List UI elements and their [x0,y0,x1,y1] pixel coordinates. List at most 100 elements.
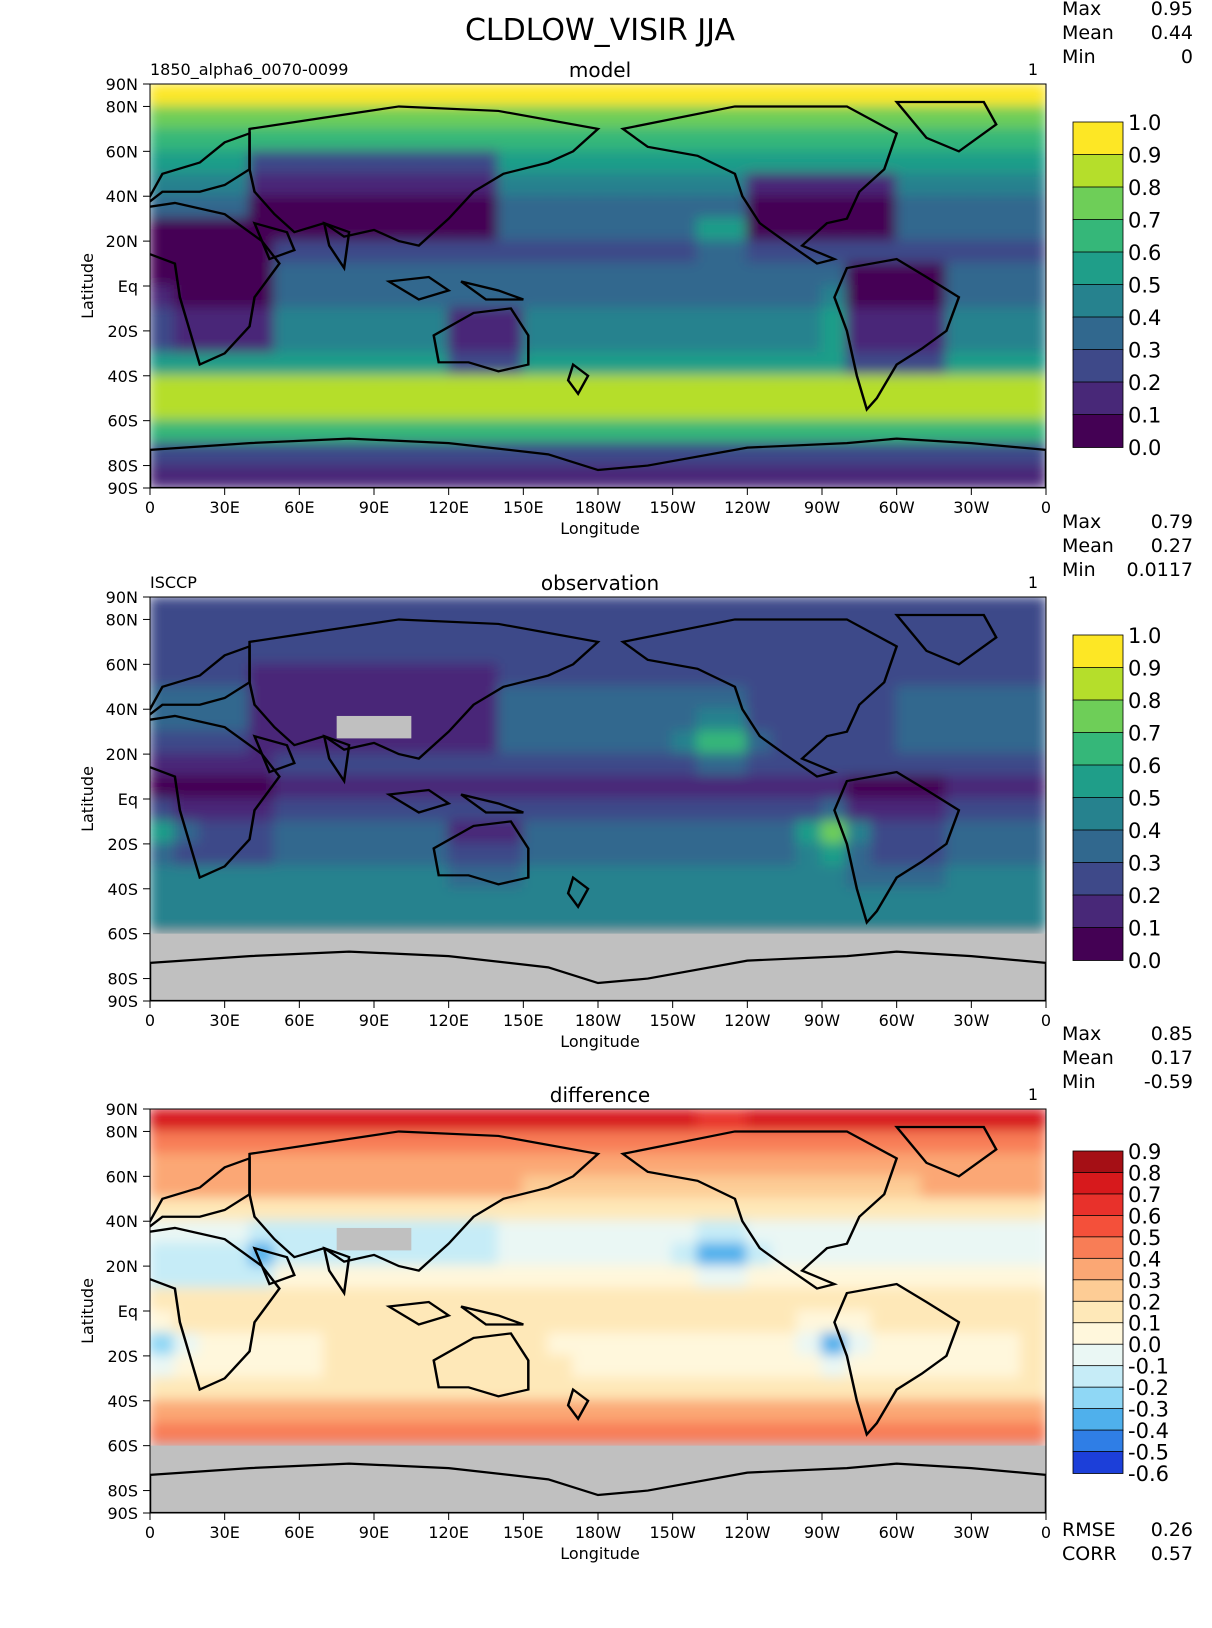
field-cell [298,887,326,913]
y-tick-label: 60N [106,142,138,161]
field-cell [895,1220,923,1245]
field-cell [348,1422,375,1447]
field-cell [397,1152,425,1178]
field-cell [1020,618,1046,643]
field-cell [150,842,176,868]
field-cell [920,1399,948,1425]
field-cell [547,1175,575,1200]
colorbar-tick-label: 0.4 [1128,1247,1161,1271]
field-cell [323,1332,351,1357]
field-cell [995,397,1023,422]
field-cell [150,262,176,287]
field-cell [821,1130,848,1155]
field-cell [920,352,948,377]
field-cell [373,127,400,153]
field-cell [298,127,326,153]
colorbar-tick-label: -0.1 [1128,1355,1169,1379]
field-cell [771,397,799,422]
field-cell [547,685,575,711]
field-cell [671,172,699,198]
field-cell [248,597,276,621]
field-cell [895,1175,923,1200]
field-cell [821,105,848,130]
field-cell [422,640,450,666]
field-cell [572,1422,599,1447]
field-cell [895,887,923,913]
field-cell [323,285,351,310]
field-cell [845,820,873,845]
field-cell [796,1175,823,1200]
field-cell [348,1130,375,1155]
field-cell [920,397,948,422]
field-cell [522,195,550,220]
field-cell [746,307,774,332]
field-cell [895,1422,923,1447]
field-cell [497,753,525,778]
field-cell [522,1287,550,1312]
field-cell [198,240,226,265]
field-cell [348,1265,375,1290]
colorbar-swatch [1072,316,1124,351]
field-cell [447,464,475,488]
field-cell [397,865,425,890]
field-cell [397,887,425,913]
field-cell [348,352,375,377]
field-cell [497,1422,525,1447]
field-cell [248,352,276,377]
field-cell [771,240,799,265]
field-cell [373,1197,400,1223]
field-cell [348,105,375,130]
field-cell [198,597,226,621]
colorbar-tick-label: 0.9 [1128,1140,1161,1164]
field-cell [223,397,251,422]
field-cell [572,1175,599,1200]
field-cell [646,1197,674,1223]
field-cell [447,1175,475,1200]
x-tick-label: 30W [953,498,989,517]
field-cell [597,1332,624,1357]
field-cell [671,397,699,422]
field-cell [522,285,550,310]
field-cell [945,127,973,153]
field-cell [150,1197,176,1223]
field-cell [522,464,550,488]
missing-data-region [150,933,1046,1001]
field-cell [150,1422,176,1447]
field-cell [920,753,948,778]
field-cell [995,820,1023,845]
stat-label: Max [1062,0,1101,20]
field-cell [721,887,749,913]
field-cell [198,1265,226,1290]
field-cell [646,842,674,868]
field-cell [373,842,400,868]
field-cell [547,1242,575,1268]
field-cell [1020,663,1046,688]
field-cell [198,419,226,445]
field-cell [621,820,649,845]
field-cell [422,1109,450,1133]
field-cell [348,240,375,265]
field-cell [597,798,624,823]
field-cell [895,1310,923,1335]
field-cell [696,753,724,778]
field-cell [920,865,948,890]
field-cell [497,240,525,265]
field-cell [945,708,973,733]
colorbar-swatch [1072,829,1124,864]
field-cell [273,1310,301,1335]
field-cell [646,1175,674,1200]
field-cell [771,775,799,800]
field-cell [945,352,973,377]
field-cell [298,910,326,935]
field-cell [646,1109,674,1133]
field-cell [1020,640,1046,666]
y-tick-label: 60S [107,412,138,431]
field-cell [273,708,301,733]
panel-title: model [569,58,631,82]
field-cell [198,1152,226,1178]
field-cell [547,1332,575,1357]
field-cell [198,1422,226,1447]
y-tick-label: 80N [106,97,138,116]
field-cell [1020,1377,1046,1402]
field-cell [920,195,948,220]
